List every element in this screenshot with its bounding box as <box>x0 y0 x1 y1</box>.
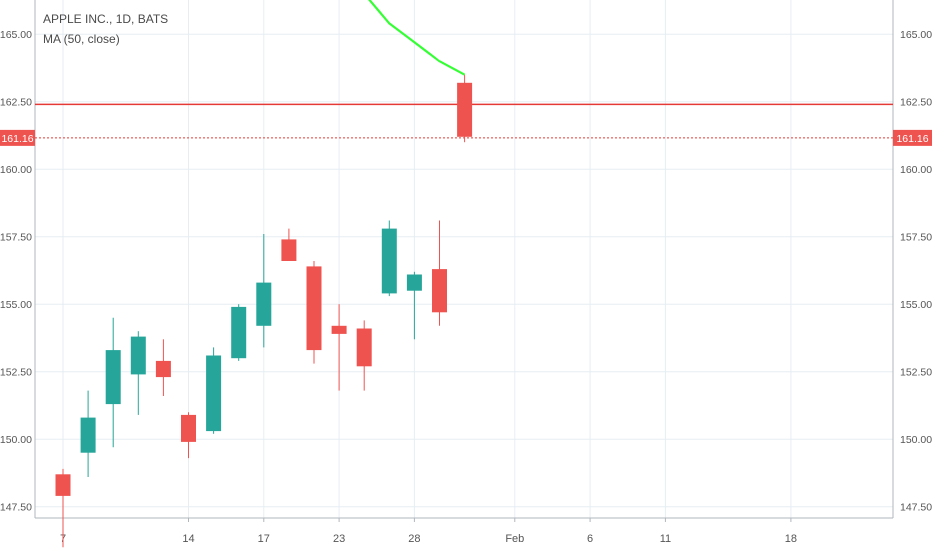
y-tick-label-right: 150.00 <box>900 434 932 446</box>
candle <box>306 261 322 364</box>
y-tick-label-left: 165.00 <box>0 29 32 41</box>
y-tick-label-left: 147.50 <box>0 502 32 514</box>
candle <box>457 74 473 143</box>
candle-body <box>256 282 272 326</box>
candle-body <box>381 228 397 294</box>
x-tick-label: 14 <box>182 533 194 545</box>
y-tick-label-right: 165.00 <box>900 29 932 41</box>
y-tick-label-right: 147.50 <box>900 502 932 514</box>
price-label-left-bg <box>0 129 35 146</box>
candle-body <box>281 239 297 261</box>
candle <box>432 220 447 326</box>
x-tick-label: 23 <box>333 533 345 545</box>
x-tick-label: 28 <box>408 533 420 545</box>
x-tick-label: 11 <box>660 533 671 545</box>
y-tick-label-right: 152.50 <box>900 367 932 379</box>
candle <box>231 304 247 361</box>
candle <box>155 339 171 396</box>
candle <box>206 347 222 434</box>
x-tick-label: Feb <box>505 533 524 545</box>
candle-body <box>406 274 422 291</box>
moving-average-line <box>368 0 466 76</box>
candle-body <box>155 360 171 378</box>
candle <box>406 271 422 340</box>
price-label-right-bg <box>893 129 932 146</box>
candle-body <box>80 417 96 453</box>
x-tick-label: 17 <box>258 533 270 545</box>
grid-layer <box>35 0 893 518</box>
x-tick-label: 18 <box>785 533 797 545</box>
symbol-title: APPLE INC., 1D, BATS <box>43 12 169 26</box>
y-tick-label-right: 155.00 <box>900 299 932 311</box>
y-tick-label-left: 162.50 <box>0 97 32 109</box>
indicator-label: MA (50, close) <box>43 32 120 46</box>
y-tick-label-right: 160.00 <box>900 164 932 176</box>
y-tick-label-right: 157.50 <box>900 232 932 244</box>
price-label-right: 161.16 <box>896 133 928 145</box>
candle-body <box>181 414 196 442</box>
price-labels: 161.16 161.16 <box>0 129 932 146</box>
candle-body <box>457 82 473 137</box>
candle <box>356 320 372 391</box>
candle <box>256 234 272 348</box>
y-tick-label-left: 150.00 <box>0 434 32 446</box>
candle-body <box>55 474 71 496</box>
candle-body <box>206 355 222 432</box>
candle <box>80 390 96 477</box>
y-tick-label-left: 155.00 <box>0 299 32 311</box>
candle <box>55 468 71 548</box>
candle <box>105 317 121 448</box>
candle-body <box>130 336 146 375</box>
candle-body <box>231 306 247 359</box>
chart-legend: APPLE INC., 1D, BATS MA (50, close) <box>43 9 168 49</box>
candles-layer <box>55 74 473 548</box>
y-tick-label-left: 160.00 <box>0 164 32 176</box>
candle <box>381 220 397 297</box>
candle <box>181 412 196 459</box>
x-tick-label: 6 <box>587 533 593 545</box>
candle-body <box>331 325 347 334</box>
candle-body <box>356 328 372 367</box>
candle-body <box>306 266 322 351</box>
y-tick-label-left: 152.50 <box>0 367 32 379</box>
candle <box>331 304 347 391</box>
y-tick-label-right: 162.50 <box>900 97 932 109</box>
candle <box>281 228 297 261</box>
y-tick-label-left: 157.50 <box>0 232 32 244</box>
price-label-left: 161.16 <box>1 133 33 145</box>
candle-body <box>105 350 121 405</box>
candle <box>130 331 146 415</box>
candle-body <box>432 269 447 313</box>
